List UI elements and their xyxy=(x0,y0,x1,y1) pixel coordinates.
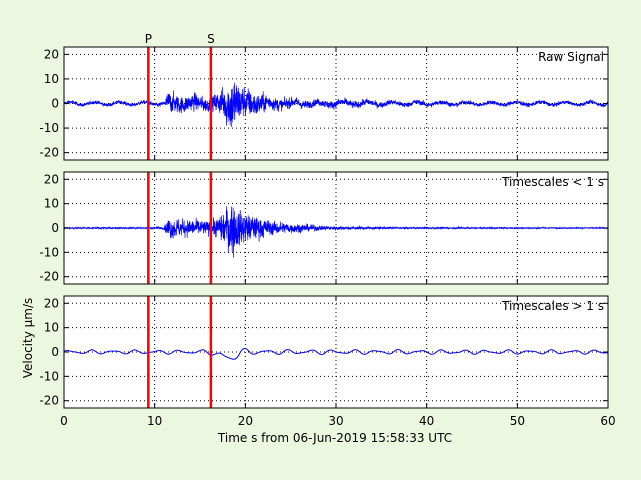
y-tick-label: 20 xyxy=(44,47,59,61)
y-tick-label: -10 xyxy=(39,121,59,135)
phase-marker-label: S xyxy=(207,32,215,46)
panel-2: -20 -10 0 10 20 Timescales < 1 s xyxy=(39,171,609,285)
x-tick-label: 30 xyxy=(328,414,343,428)
x-tick-label: 60 xyxy=(600,414,615,428)
x-tick-label: 10 xyxy=(147,414,162,428)
y-tick-label: 10 xyxy=(44,72,59,86)
y-axis-label: Velocity μm/s xyxy=(21,298,35,379)
y-tick-label: -20 xyxy=(39,270,59,284)
panel-label: Raw Signal xyxy=(538,50,604,64)
panel-label: Timescales < 1 s xyxy=(501,175,604,189)
x-tick-label: 20 xyxy=(238,414,253,428)
x-tick-label: 50 xyxy=(510,414,525,428)
waveform-trace xyxy=(63,348,609,360)
x-tick-label: 0 xyxy=(60,414,68,428)
phase-marker-label: P xyxy=(145,32,152,46)
x-axis-label: Time s from 06-Jun-2019 15:58:33 UTC xyxy=(217,431,452,445)
y-tick-label: -20 xyxy=(39,394,59,408)
waveform-trace xyxy=(63,82,609,128)
waveform-trace xyxy=(63,206,609,258)
panel-label: Timescales > 1 s xyxy=(501,299,604,313)
y-tick-label: 0 xyxy=(51,345,59,359)
panel-1: -20 -10 0 10 20 Raw Signal xyxy=(39,46,609,161)
panel-3: -20 -10 0 10 20 Timescales > 1 s xyxy=(39,295,609,409)
y-tick-label: 20 xyxy=(44,172,59,186)
y-tick-label: 10 xyxy=(44,197,59,211)
y-tick-label: 10 xyxy=(44,321,59,335)
y-tick-label: -10 xyxy=(39,369,59,383)
y-tick-label: 0 xyxy=(51,221,59,235)
y-tick-label: 20 xyxy=(44,296,59,310)
y-tick-label: -20 xyxy=(39,146,59,160)
x-tick-labels: 0 10 20 30 40 50 60 xyxy=(60,414,615,428)
x-tick-label: 40 xyxy=(419,414,434,428)
y-tick-label: -10 xyxy=(39,245,59,259)
y-tick-label: 0 xyxy=(51,97,59,111)
panels-group: -20 -10 0 10 20 Raw Signal -20 -10 0 10 20 Timescal… xyxy=(39,46,609,409)
